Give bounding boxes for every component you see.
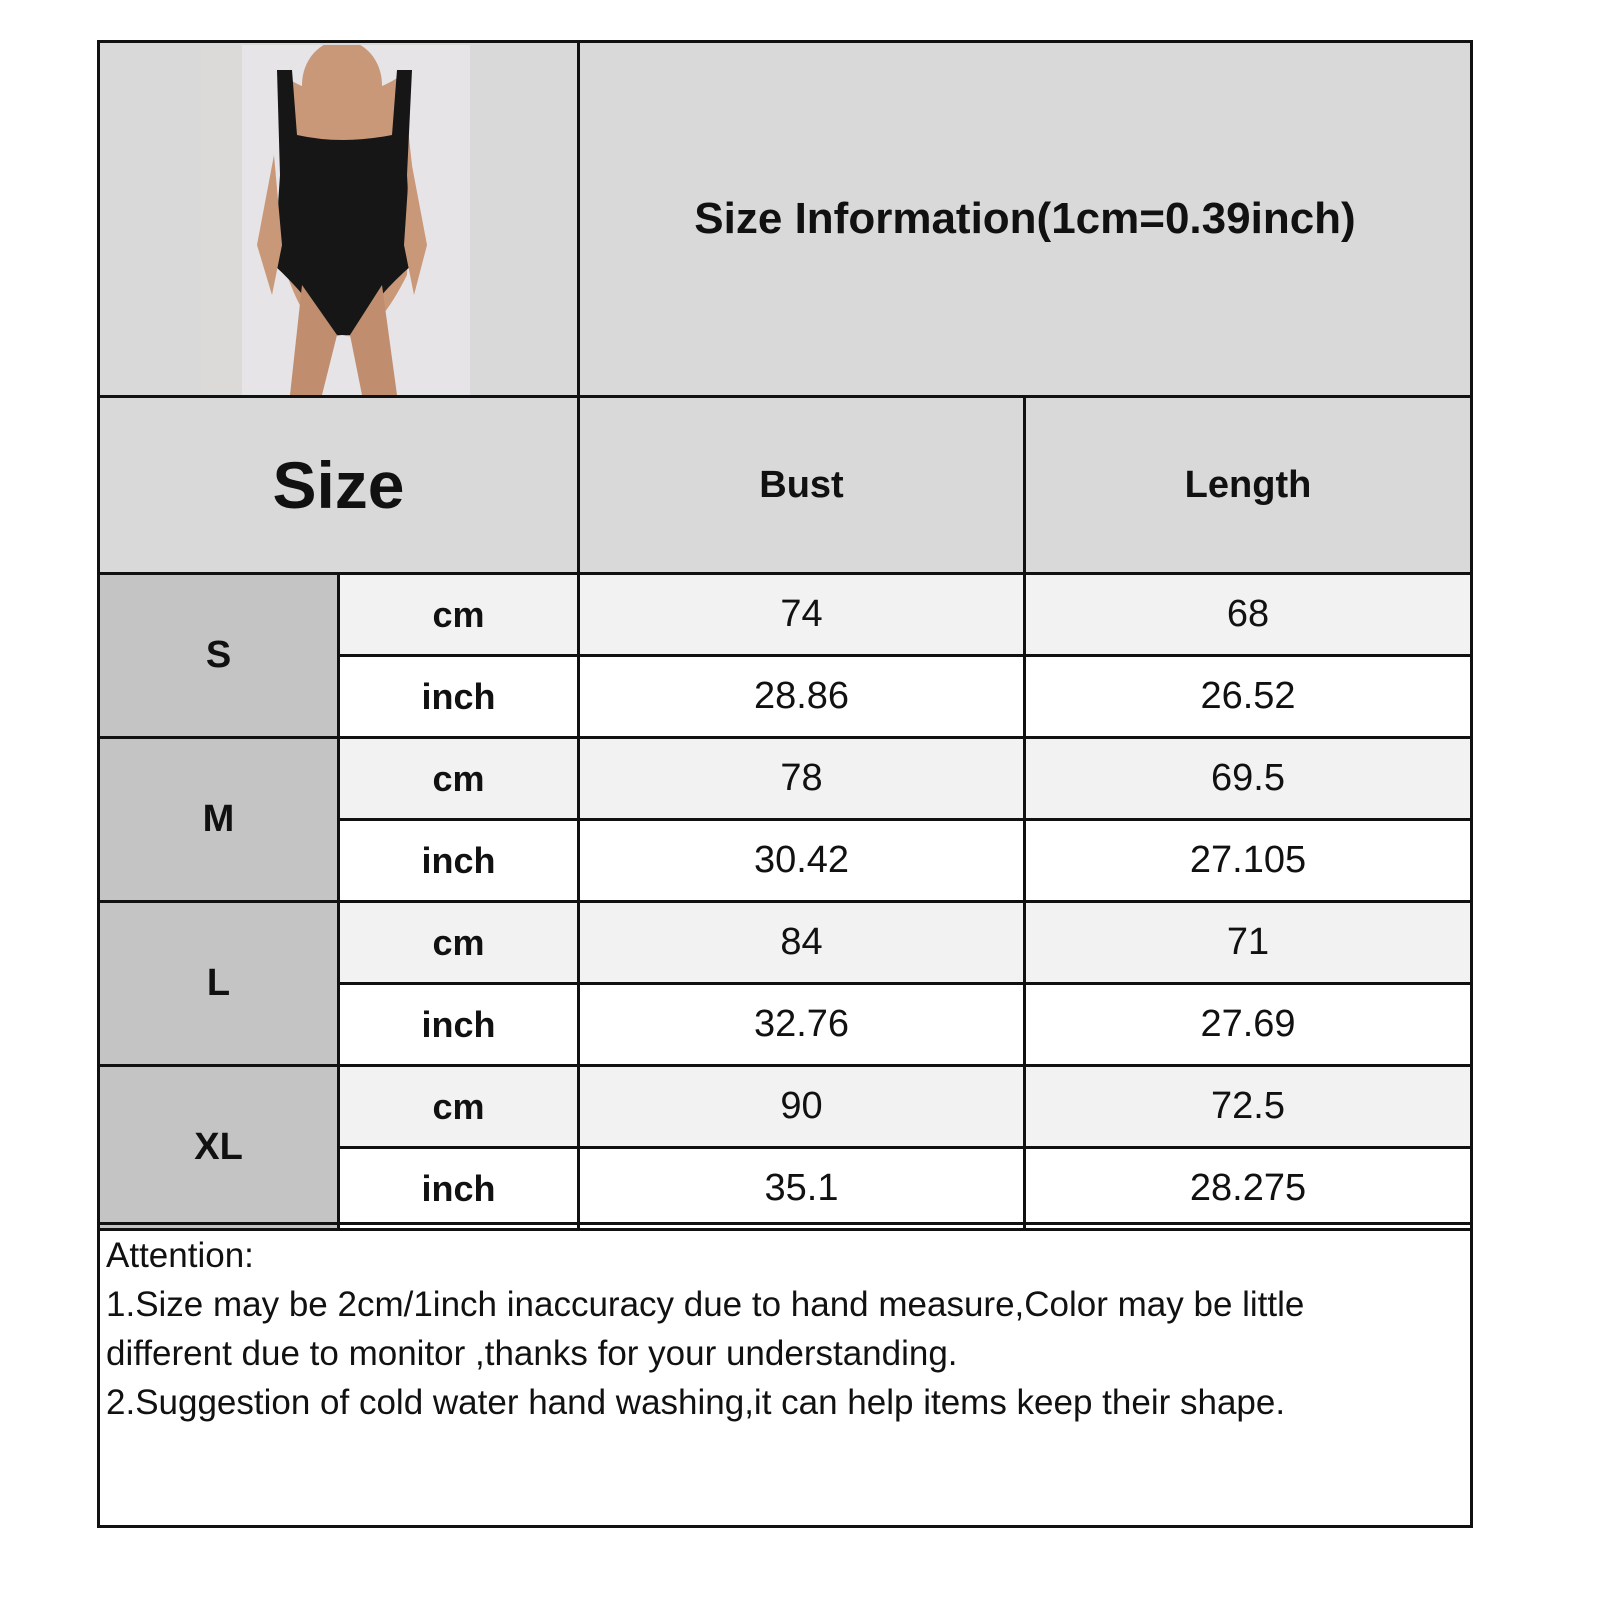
notes-heading: Attention: — [106, 1236, 254, 1275]
size-label: L — [97, 900, 340, 1067]
length-value: 72.5 — [1023, 1064, 1473, 1149]
bust-value: 74 — [577, 572, 1026, 657]
unit-label: inch — [337, 982, 580, 1067]
unit-label: inch — [337, 654, 580, 739]
unit-label: cm — [337, 900, 580, 985]
size-label: S — [97, 572, 340, 739]
bust-value: 30.42 — [577, 818, 1026, 903]
size-label: M — [97, 736, 340, 903]
product-photo — [202, 45, 470, 395]
length-value: 71 — [1023, 900, 1473, 985]
bust-value: 90 — [577, 1064, 1026, 1149]
length-value: 27.105 — [1023, 818, 1473, 903]
product-photo-cell — [97, 40, 580, 398]
bust-header: Bust — [577, 395, 1026, 575]
size-info-title: Size Information(1cm=0.39inch) — [577, 40, 1473, 398]
attention-notes: Attention: 1.Size may be 2cm/1inch inacc… — [97, 1222, 1473, 1528]
bust-value: 78 — [577, 736, 1026, 821]
bust-value: 32.76 — [577, 982, 1026, 1067]
unit-label: inch — [337, 1146, 580, 1231]
notes-line-3: 2.Suggestion of cold water hand washing,… — [106, 1383, 1286, 1422]
notes-line-1: 1.Size may be 2cm/1inch inaccuracy due t… — [106, 1285, 1305, 1324]
length-value: 27.69 — [1023, 982, 1473, 1067]
length-value: 26.52 — [1023, 654, 1473, 739]
notes-line-2: different due to monitor ,thanks for you… — [106, 1334, 958, 1373]
bust-value: 28.86 — [577, 654, 1026, 739]
bust-value: 84 — [577, 900, 1026, 985]
unit-label: cm — [337, 1064, 580, 1149]
bust-value: 35.1 — [577, 1146, 1026, 1231]
size-label: XL — [97, 1064, 340, 1231]
length-value: 69.5 — [1023, 736, 1473, 821]
length-header: Length — [1023, 395, 1473, 575]
unit-label: inch — [337, 818, 580, 903]
unit-label: cm — [337, 572, 580, 657]
length-value: 68 — [1023, 572, 1473, 657]
size-header: Size — [97, 395, 580, 575]
length-value: 28.275 — [1023, 1146, 1473, 1231]
unit-label: cm — [337, 736, 580, 821]
